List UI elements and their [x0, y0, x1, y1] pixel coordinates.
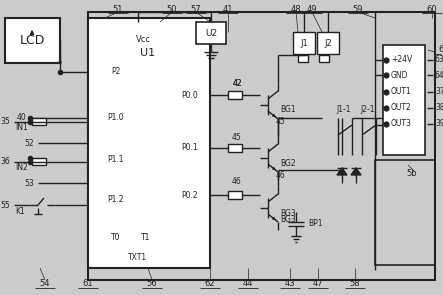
Text: T1: T1: [141, 234, 151, 242]
Text: 62: 62: [205, 279, 215, 289]
Text: +24V: +24V: [391, 55, 412, 65]
Text: P0.2: P0.2: [182, 191, 198, 199]
Text: BG3: BG3: [280, 216, 296, 224]
Bar: [383, 45, 425, 155]
Text: BG2: BG2: [280, 158, 295, 168]
Text: P1.0: P1.0: [108, 114, 124, 122]
Text: K1: K1: [15, 206, 25, 216]
Text: 64: 64: [435, 71, 443, 79]
Text: J1: J1: [300, 39, 308, 47]
Polygon shape: [337, 168, 347, 175]
Text: 40: 40: [16, 114, 26, 122]
Text: P1.2: P1.2: [108, 196, 124, 204]
Text: 42: 42: [232, 79, 242, 88]
Text: 46: 46: [276, 171, 286, 179]
Text: 38: 38: [435, 104, 443, 112]
Text: U1: U1: [140, 48, 155, 58]
Text: P0.0: P0.0: [182, 91, 198, 99]
Text: T0: T0: [111, 234, 121, 242]
Bar: [228, 191, 242, 199]
Text: 49: 49: [307, 4, 317, 14]
Text: GND: GND: [391, 71, 408, 79]
Text: 41: 41: [223, 4, 233, 14]
Bar: [317, 32, 339, 54]
Text: 46: 46: [232, 178, 242, 186]
Text: 48: 48: [291, 4, 301, 14]
Bar: [32, 118, 46, 125]
Polygon shape: [351, 168, 361, 175]
Text: 58: 58: [350, 279, 360, 289]
Bar: [228, 144, 242, 152]
Bar: [293, 32, 315, 54]
Bar: [88, 12, 435, 280]
Bar: [5, 18, 60, 63]
Text: 37: 37: [435, 88, 443, 96]
Text: 55: 55: [0, 201, 10, 209]
Text: J2: J2: [324, 39, 332, 47]
Text: LCD: LCD: [19, 34, 45, 47]
Text: P1.1: P1.1: [108, 155, 124, 165]
Text: P0.1: P0.1: [182, 143, 198, 153]
Text: 53: 53: [24, 178, 34, 188]
Text: IN1: IN1: [16, 124, 28, 132]
Text: 42: 42: [232, 79, 242, 88]
Text: OUT2: OUT2: [391, 104, 412, 112]
Text: 60: 60: [427, 4, 437, 14]
Bar: [375, 160, 435, 265]
Text: Vcc: Vcc: [136, 35, 151, 45]
Text: 50: 50: [167, 4, 177, 14]
Text: OUT3: OUT3: [391, 119, 412, 129]
Bar: [319, 55, 329, 62]
Text: 45: 45: [276, 117, 286, 127]
Text: 44: 44: [243, 279, 253, 289]
Text: BP1: BP1: [308, 219, 323, 229]
Text: 56: 56: [147, 279, 157, 289]
Text: 35: 35: [0, 117, 10, 127]
Text: P2: P2: [111, 68, 120, 76]
Text: 36: 36: [0, 158, 10, 166]
Bar: [196, 22, 226, 44]
Text: 51: 51: [113, 4, 123, 14]
Text: J1-1: J1-1: [337, 106, 351, 114]
Text: 59: 59: [353, 4, 363, 14]
Text: 54: 54: [40, 279, 50, 289]
Text: 57: 57: [190, 4, 201, 14]
Bar: [88, 18, 210, 268]
Text: 65: 65: [438, 45, 443, 55]
Bar: [32, 158, 46, 165]
Text: BG3: BG3: [280, 209, 296, 217]
Bar: [228, 91, 242, 99]
Text: U2: U2: [205, 29, 217, 37]
Text: 5b: 5b: [407, 168, 417, 178]
Text: 47: 47: [313, 279, 323, 289]
Text: J2-1: J2-1: [361, 106, 375, 114]
Text: OUT1: OUT1: [391, 88, 412, 96]
Text: 43: 43: [285, 279, 295, 289]
Text: 52: 52: [24, 138, 34, 148]
Bar: [298, 55, 308, 62]
Text: 39: 39: [435, 119, 443, 129]
Text: IN2: IN2: [16, 163, 28, 173]
Text: TXT1: TXT1: [128, 253, 148, 263]
Text: 45: 45: [232, 134, 242, 142]
Text: 63: 63: [435, 55, 443, 65]
Text: 61: 61: [83, 279, 93, 289]
Text: BG1: BG1: [280, 106, 295, 114]
